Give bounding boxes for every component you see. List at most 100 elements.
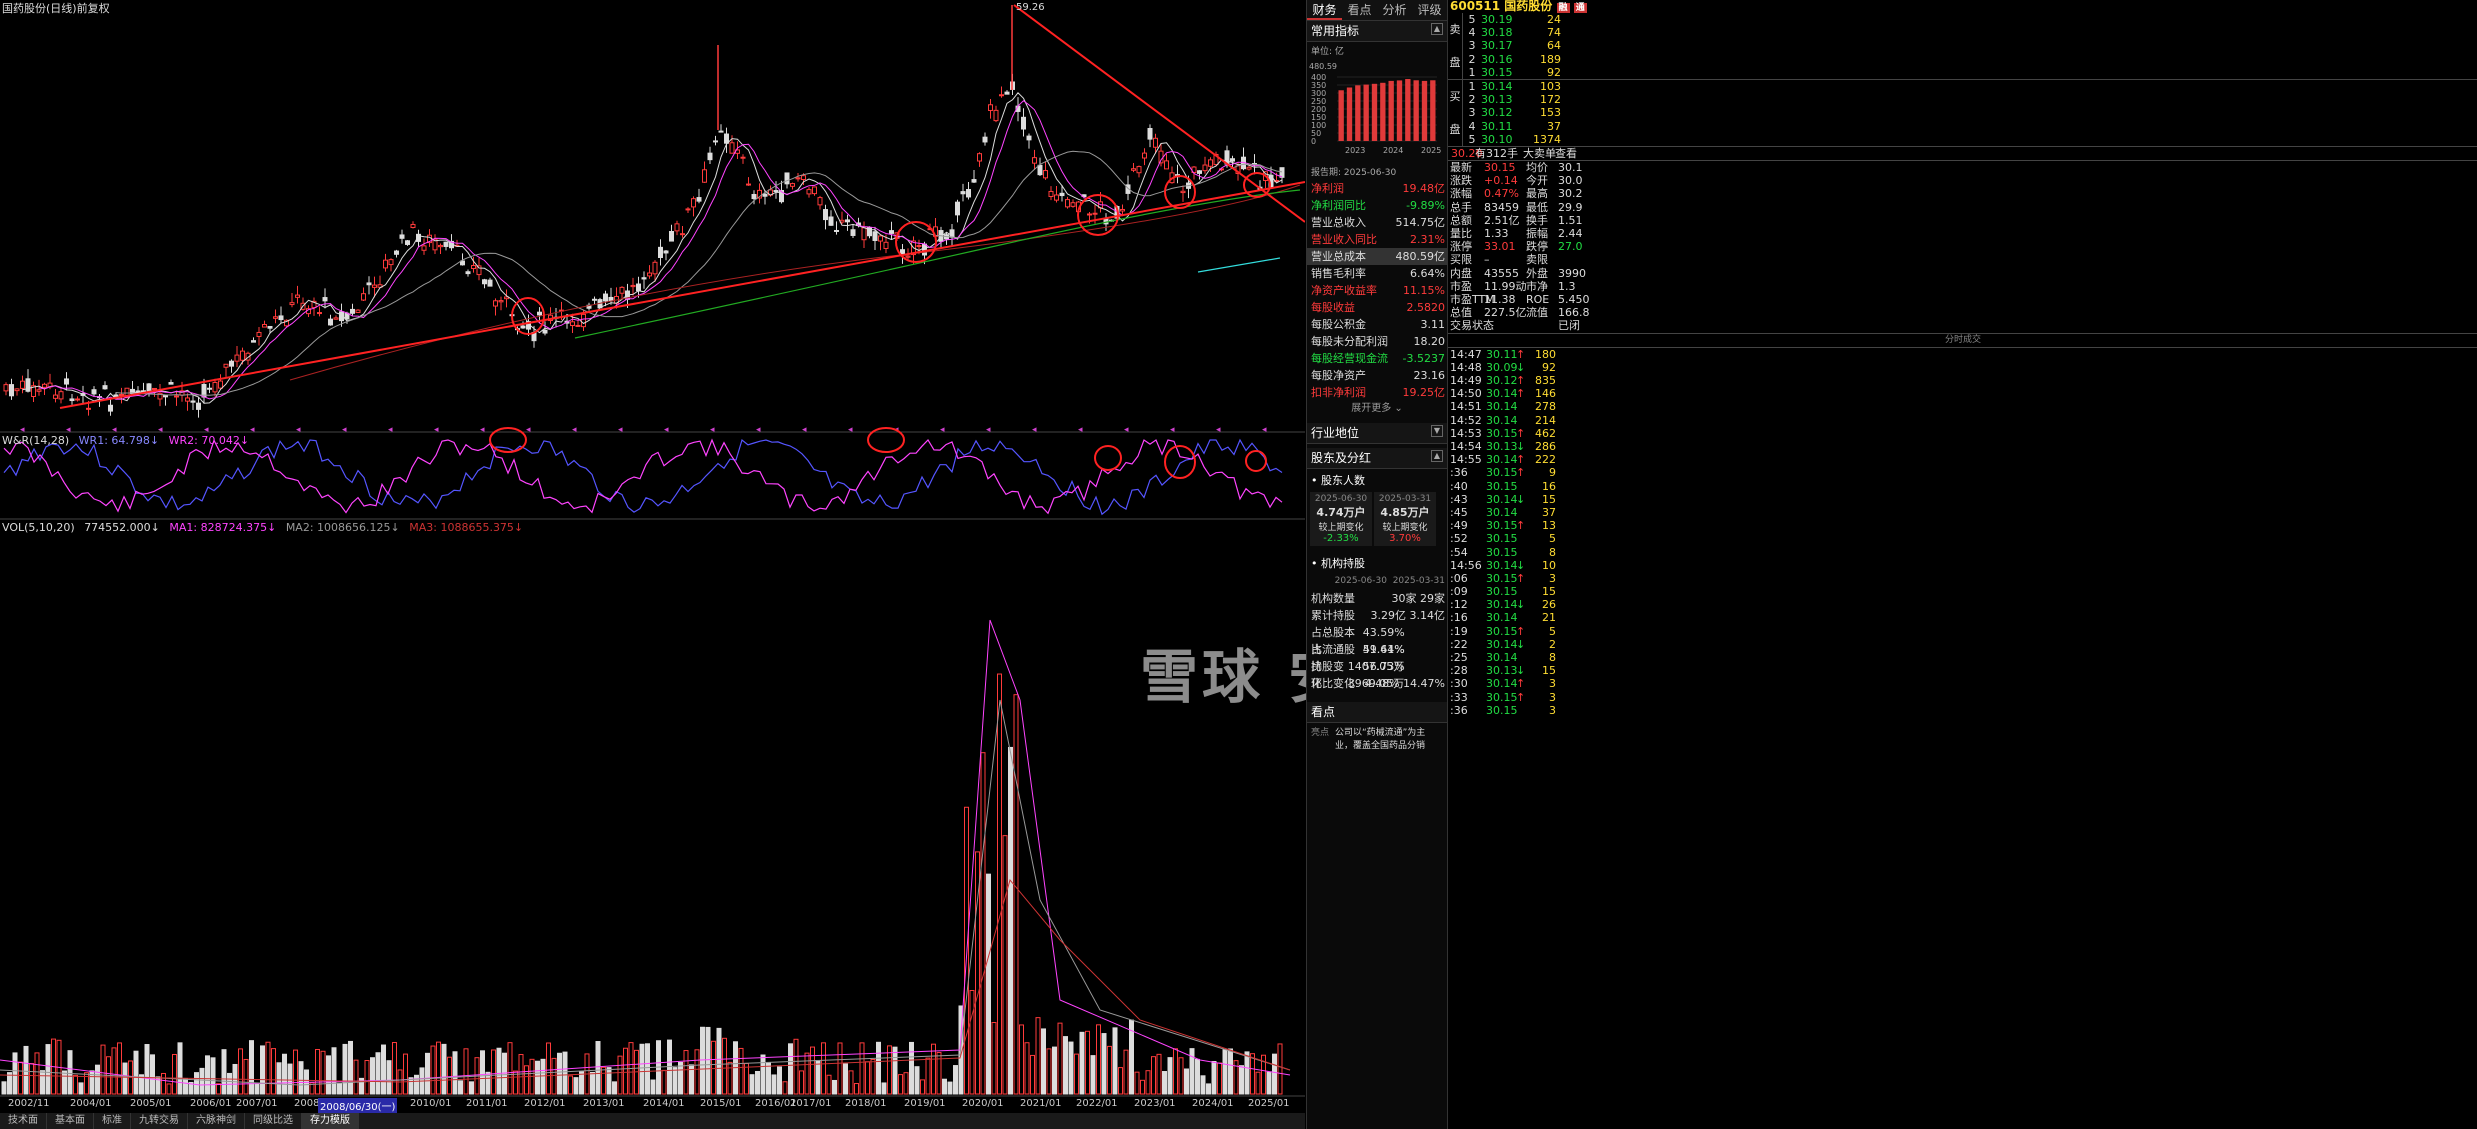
kline-chart-area[interactable]: ◂ ◂ ◂ ◂ ◂ ◂ ◂ ◂ ◂ ◂ ◂ ◂ ◂ ◂ ◂ ◂ ◂ ◂ ◂ ◂ ◂ ◂ ◂ ◂ ◂ ◂ ◂ ◂ 国药股份(日线)前复权… [0, 0, 1532, 1129]
volume-bar [1178, 1057, 1184, 1095]
event-marker: ◂ [664, 425, 669, 435]
mini-bar [1421, 80, 1428, 141]
kandian-title[interactable]: 看点 [1307, 702, 1447, 723]
candle-body [718, 130, 724, 133]
event-marker: ◂ [112, 425, 117, 435]
stat-row: 市盈 11.99动 市净 1.3 [1448, 280, 2477, 293]
stat-row: 涨跌 +0.14 今开 30.0 [1448, 174, 2477, 187]
stock-code: 600511 [1450, 0, 1501, 13]
x-axis-label: 2006/01 [190, 1098, 232, 1109]
order-book-row[interactable]: 2 30.16 189 [1463, 53, 2477, 66]
bottom-tab[interactable]: 六脉神剑 [188, 1113, 245, 1129]
order-book-row[interactable]: 2 30.13 172 [1463, 93, 2477, 106]
holder-title[interactable]: 股东及分红 ▲ [1307, 448, 1447, 469]
level-volume: 1374 [1533, 132, 1561, 146]
fin-row[interactable]: 每股净资产 23.16 [1307, 367, 1447, 384]
volume-bar [1090, 1055, 1096, 1095]
order-book-row[interactable]: 1 30.14 103 [1463, 80, 2477, 93]
level: 2 [1468, 52, 1476, 66]
volume-bar [975, 851, 980, 1095]
candle-body [58, 391, 64, 400]
candle-body [86, 407, 91, 410]
stat-cell: 量比 [1450, 227, 1472, 240]
volume-bar [513, 1070, 518, 1095]
candle-body [1092, 212, 1098, 215]
fin-row[interactable]: 扣非净利润 19.25亿 [1307, 384, 1447, 401]
order-book-row[interactable]: 5 30.10 1374 [1463, 133, 2477, 146]
expand-more-link[interactable]: 展开更多 ⌄ [1307, 401, 1447, 417]
big-order-row[interactable]: 30.20 有312手 大卖单 查看 [1448, 146, 2477, 162]
inst-row-values: 30家 29家 [1392, 590, 1446, 607]
fin-row[interactable]: 每股公积金 3.11 [1307, 316, 1447, 333]
volume-bar [1244, 1051, 1250, 1095]
fin-row[interactable]: 每股未分配利润 18.20 [1307, 333, 1447, 350]
arrow-up-icon: ↑ [1516, 374, 1526, 388]
expand-icon[interactable]: ▼ [1431, 425, 1443, 437]
bottom-tab[interactable]: 基本面 [47, 1113, 94, 1129]
fin-row[interactable]: 营业收入同比 2.31% [1307, 231, 1447, 248]
event-marker: ◂ [1078, 425, 1083, 435]
bottom-tab[interactable]: 存力模版 [302, 1113, 359, 1129]
order-book-row[interactable]: 4 30.18 74 [1463, 26, 2477, 39]
arrow-up-icon: ↑ [1516, 387, 1526, 401]
bottom-tab[interactable]: 九转交易 [131, 1113, 188, 1129]
stat-cell: 1.33 [1484, 227, 1509, 240]
stat-cell: 11.38 [1484, 292, 1516, 306]
fin-tab[interactable]: 分析 [1382, 3, 1407, 17]
volume-bar [1123, 1049, 1129, 1095]
candle-body [999, 94, 1004, 97]
fin-tab[interactable]: 看点 [1347, 3, 1372, 17]
order-book-row[interactable]: 3 30.17 64 [1463, 39, 2477, 52]
fin-row[interactable]: 每股收益 2.5820 [1307, 299, 1447, 316]
volume-bar [441, 1043, 447, 1095]
candle-body [1054, 194, 1059, 201]
collapse-icon[interactable]: ▲ [1431, 450, 1443, 462]
volume-bar [843, 1063, 848, 1095]
volume-bar [859, 1042, 865, 1095]
fin-row[interactable]: 净利润同比 -9.89% [1307, 197, 1447, 214]
volume-bar [617, 1055, 623, 1095]
candle-body [410, 223, 416, 229]
collapse-icon[interactable]: ▲ [1431, 23, 1443, 35]
mini-y-tick: 150 [1311, 113, 1326, 122]
volume-bar [331, 1047, 337, 1095]
order-book-row[interactable]: 1 30.15 92 [1463, 66, 2477, 79]
fin-tab[interactable]: 财务 [1307, 0, 1342, 20]
volume-bar [793, 1038, 799, 1095]
volume-bar [265, 1041, 271, 1095]
bottom-tab[interactable]: 技术面 [0, 1113, 47, 1129]
stat-cell: 27.0 [1558, 240, 1583, 254]
arrow-down-icon [1516, 546, 1526, 559]
x-axis-label: 2024/01 [1192, 1098, 1234, 1109]
order-book-row[interactable]: 3 30.12 153 [1463, 106, 2477, 119]
kline-chart-svg[interactable]: ◂ ◂ ◂ ◂ ◂ ◂ ◂ ◂ ◂ ◂ ◂ ◂ ◂ ◂ ◂ ◂ ◂ ◂ ◂ ◂ ◂ ◂ ◂ ◂ ◂ ◂ ◂ ◂ [0, 0, 1305, 1129]
fin-row[interactable]: 营业总成本 480.59亿 [1307, 248, 1447, 265]
fin-row-label: 净利润同比 [1311, 199, 1366, 212]
fin-row-value: 6.64% [1410, 267, 1445, 280]
tick-volume: 835 [1535, 374, 1556, 388]
fin-row[interactable]: 净资产收益率 11.15% [1307, 282, 1447, 299]
order-book-row[interactable]: 5 30.19 24 [1463, 13, 2477, 26]
bottom-tab[interactable]: 同级比选 [245, 1113, 302, 1129]
fin-row[interactable]: 每股经营现金流 -3.5237 [1307, 350, 1447, 367]
fin-tab[interactable]: 评级 [1417, 3, 1442, 17]
fin-row-label: 净利润 [1311, 182, 1344, 195]
volume-bar [276, 1062, 282, 1095]
stat-cell: 43555 [1484, 266, 1519, 280]
event-marker: ◂ [1170, 425, 1175, 435]
fin-row[interactable]: 销售毛利率 6.64% [1307, 265, 1447, 282]
fin-row[interactable]: 净利润 19.48亿 [1307, 180, 1447, 197]
level-volume: 37 [1547, 119, 1561, 133]
ticks-header: 分时成交 [1448, 334, 2477, 348]
fin-row[interactable]: 营业总收入 514.75亿 [1307, 214, 1447, 231]
order-book-row[interactable]: 4 30.11 37 [1463, 120, 2477, 133]
industry-title[interactable]: 行业地位 ▼ [1307, 423, 1447, 444]
stat-cell [1482, 319, 1524, 332]
tick-price: 30.15 [1486, 690, 1518, 704]
bottom-tab[interactable]: 标准 [94, 1113, 131, 1129]
fin-row-label: 营业总成本 [1311, 250, 1366, 263]
tick-volume: 222 [1535, 453, 1556, 467]
ma120-line [574, 189, 1301, 339]
big-order-view-link[interactable]: 查看 [1555, 146, 1577, 160]
